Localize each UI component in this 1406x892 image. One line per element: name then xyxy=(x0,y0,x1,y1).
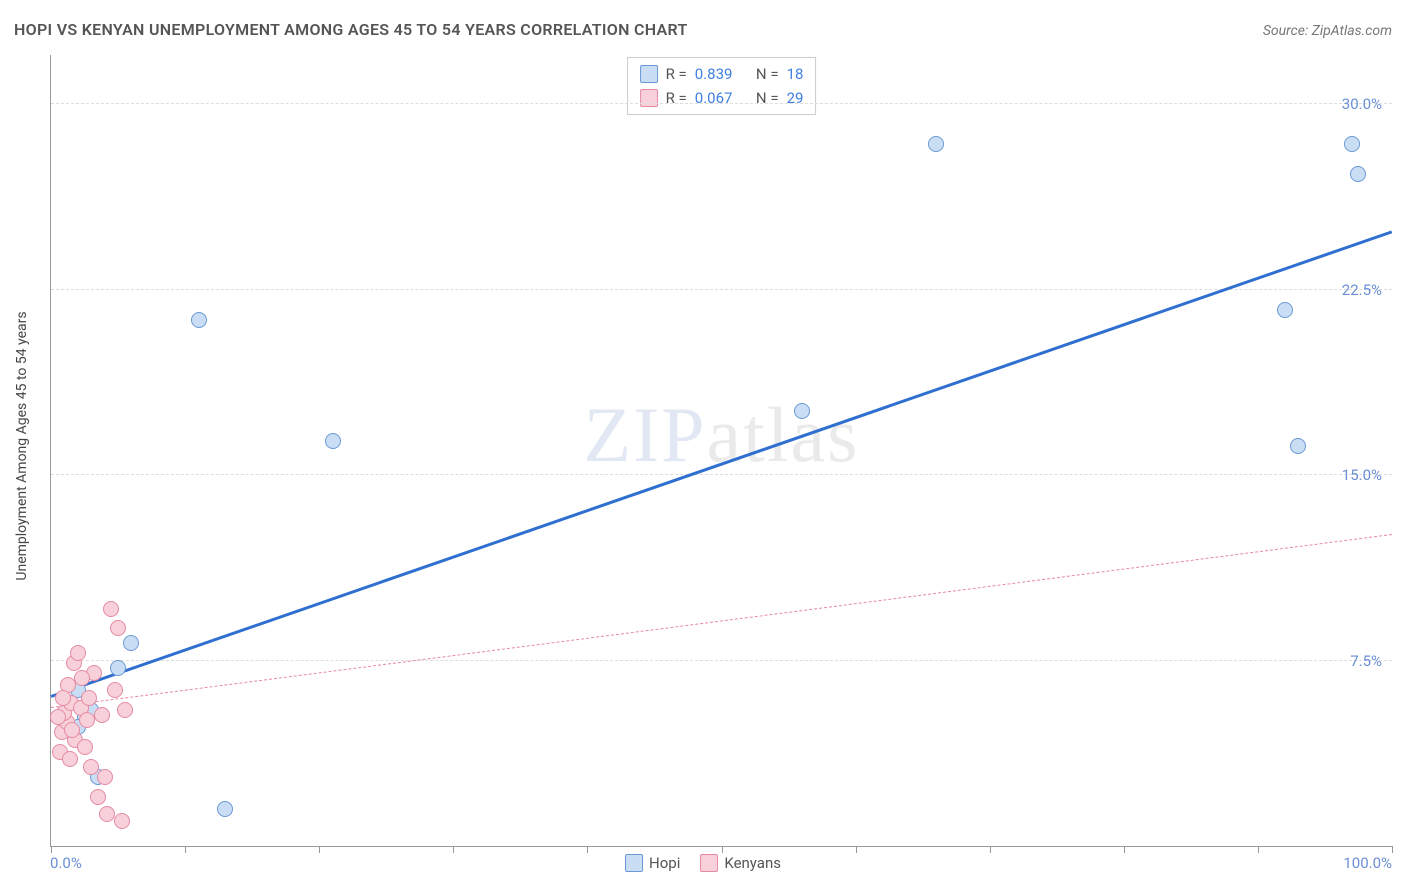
x-tick xyxy=(319,846,320,853)
x-tick xyxy=(453,846,454,853)
legend-label: Kenyans xyxy=(724,854,781,872)
trend-line xyxy=(51,230,1393,698)
legend-n-label: N = xyxy=(756,86,779,110)
data-point xyxy=(928,136,944,152)
data-point xyxy=(99,806,115,822)
chart-title: HOPI VS KENYAN UNEMPLOYMENT AMONG AGES 4… xyxy=(14,20,688,39)
data-point xyxy=(97,769,113,785)
data-point xyxy=(103,601,119,617)
watermark: ZIPatlas xyxy=(584,390,860,480)
x-tick xyxy=(1258,846,1259,853)
source-label: Source: ZipAtlas.com xyxy=(1263,23,1392,39)
x-tick xyxy=(51,846,52,853)
y-tick-label: 7.5% xyxy=(1350,652,1382,670)
legend-row: R = 0.839 N = 18 xyxy=(640,62,804,86)
data-point xyxy=(123,635,139,651)
data-point xyxy=(114,813,130,829)
legend-row: R = 0.067 N = 29 xyxy=(640,86,804,110)
y-tick-label: 22.5% xyxy=(1342,281,1382,299)
legend-r-label: R = xyxy=(666,86,687,110)
correlation-legend: R = 0.839 N = 18R = 0.067 N = 29 xyxy=(627,57,817,115)
x-tick xyxy=(990,846,991,853)
x-tick-label-min: 0.0% xyxy=(50,854,82,872)
data-point xyxy=(90,789,106,805)
legend-n-value: 29 xyxy=(787,86,804,110)
data-point xyxy=(79,712,95,728)
data-point xyxy=(55,690,71,706)
gridline xyxy=(51,103,1392,104)
data-point xyxy=(110,660,126,676)
data-point xyxy=(117,702,133,718)
watermark-atlas: atlas xyxy=(707,391,860,478)
data-point xyxy=(1350,166,1366,182)
data-point xyxy=(217,801,233,817)
legend-item: Kenyans xyxy=(700,854,781,872)
gridline xyxy=(51,660,1392,661)
data-point xyxy=(50,709,66,725)
data-point xyxy=(325,433,341,449)
data-point xyxy=(77,739,93,755)
x-tick xyxy=(722,846,723,853)
gridline xyxy=(51,474,1392,475)
y-axis-label: Unemployment Among Ages 45 to 54 years xyxy=(14,311,30,580)
chart-plot-area: ZIPatlas R = 0.839 N = 18R = 0.067 N = 2… xyxy=(50,55,1392,847)
data-point xyxy=(94,707,110,723)
x-tick xyxy=(856,846,857,853)
data-point xyxy=(191,312,207,328)
legend-n-label: N = xyxy=(756,62,779,86)
x-tick xyxy=(587,846,588,853)
legend-r-value: 0.839 xyxy=(695,62,733,86)
x-tick xyxy=(1124,846,1125,853)
data-point xyxy=(1344,136,1360,152)
legend-n-value: 18 xyxy=(787,62,804,86)
legend-r-value: 0.067 xyxy=(695,86,733,110)
data-point xyxy=(81,690,97,706)
legend-label: Hopi xyxy=(649,854,680,872)
series-legend: Hopi Kenyans xyxy=(625,854,781,872)
data-point xyxy=(64,722,80,738)
trend-line xyxy=(51,534,1392,708)
legend-swatch xyxy=(640,65,658,83)
legend-r-label: R = xyxy=(666,62,687,86)
data-point xyxy=(110,620,126,636)
watermark-zip: ZIP xyxy=(584,391,707,478)
gridline xyxy=(51,289,1392,290)
legend-swatch xyxy=(700,854,718,872)
y-tick-label: 15.0% xyxy=(1342,466,1382,484)
x-tick-label-max: 100.0% xyxy=(1343,854,1392,872)
data-point xyxy=(62,751,78,767)
data-point xyxy=(1277,302,1293,318)
legend-item: Hopi xyxy=(625,854,680,872)
data-point xyxy=(74,670,90,686)
data-point xyxy=(794,403,810,419)
x-tick xyxy=(1392,846,1393,853)
data-point xyxy=(107,682,123,698)
legend-swatch xyxy=(625,854,643,872)
data-point xyxy=(1290,438,1306,454)
data-point xyxy=(70,645,86,661)
y-tick-label: 30.0% xyxy=(1342,95,1382,113)
x-tick xyxy=(185,846,186,853)
chart-header: HOPI VS KENYAN UNEMPLOYMENT AMONG AGES 4… xyxy=(14,20,1392,39)
